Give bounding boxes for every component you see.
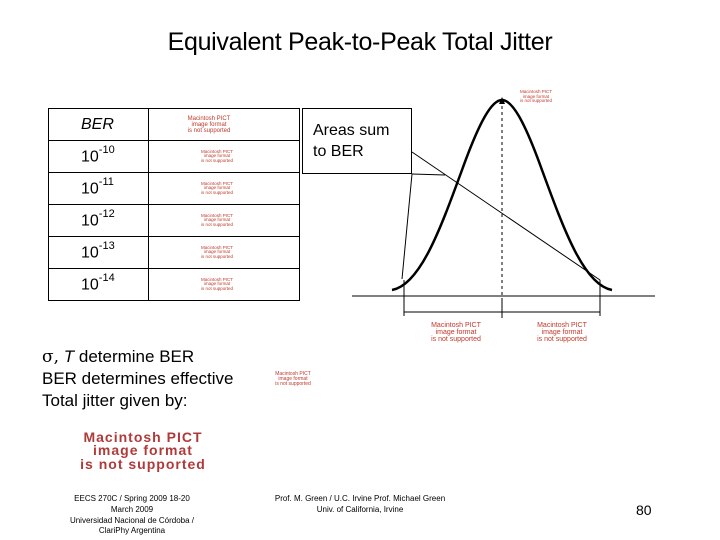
multiplier-cell: Macintosh PICT image format is not support… [148,204,300,237]
footer-line: Universidad Nacional de Córdoba / [69,515,195,525]
footer-line: March 2009 [110,504,154,514]
multiplier-cell: Macintosh PICT image format is not support… [148,172,300,205]
footer-course-info: EECS 270C / Spring 2009 18-20 March 2009… [62,494,202,537]
pict-line: is not supported [200,221,234,227]
pict-line: Macintosh PICT [519,89,552,94]
footer-line: EECS 270C / Spring 2009 18-20 [74,494,190,503]
pict-line: is not supported [200,285,234,291]
pict-line: is not supported [80,455,206,472]
pict-line: Macintosh PICT [200,148,233,154]
sigma-symbol: σ, [42,347,60,367]
pict-line: Macintosh PICT [200,244,233,250]
pict-line: image format [203,185,231,191]
pict-line: Macintosh PICT [275,371,311,377]
table-row: BER Macintosh PICT image format is not s… [48,108,300,141]
ber-header-label: BER [81,115,114,133]
pict-line: Macintosh PICT [200,180,233,186]
ber-base: 10 [81,244,99,262]
ber-exponent: -14 [98,272,115,285]
multiplier-image: Macintosh PICT image format is not support… [177,148,257,164]
total-jitter-formula-image: Macintosh PICT image format is not suppo… [58,429,228,472]
pict-line: Macintosh PICT [200,212,233,218]
text-line-3: Total jitter given by: [42,390,188,410]
callout-pointer-right [411,151,601,281]
ber-value-cell: 10-13 [48,236,149,269]
pict-line: image format [191,121,227,128]
page-number: 80 [636,502,652,518]
table-row: 10-11 Macintosh PICT image format is not s… [48,172,300,205]
footer-author-info: Prof. M. Green / U.C. Irvine Prof. Micha… [270,494,450,516]
bell-curve [391,98,613,292]
pict-line: is not supported [187,127,231,134]
pict-line: image format [541,329,583,336]
ber-value-cell: 10-10 [48,140,149,173]
pict-line: image format [203,153,231,159]
ber-value-cell: 10-11 [48,172,149,205]
pict-line: is not supported [200,157,234,163]
ber-base: 10 [81,148,99,166]
table-row: 10-13 Macintosh PICT image format is not s… [48,236,300,269]
pict-line: is not supported [200,189,234,195]
pict-line: image format [435,329,477,336]
table-row: 10-12 Macintosh PICT image format is not s… [48,204,300,237]
pict-line: is not supported [537,336,587,343]
ber-exponent: -11 [98,176,114,189]
sigma-header-image: Macintosh PICT image format is not suppo… [179,116,239,134]
multiplier-cell: Macintosh PICT image format is not support… [148,236,300,269]
multiplier-image: Macintosh PICT image format is not support… [177,276,257,292]
pict-line: image format [203,281,231,287]
footer-line: ClariPhy Argentina [98,526,166,536]
pict-line: image format [203,217,231,223]
ber-base: 10 [81,212,99,230]
multiplier-cell: Macintosh PICT image format is not support… [148,268,300,301]
pict-line: Macintosh PICT [431,322,481,329]
pict-line: image format [93,442,193,459]
ber-header-cell: BER [48,108,149,141]
pict-line: is not supported [431,336,481,343]
ber-table: BER Macintosh PICT image format is not s… [48,108,300,301]
ber-exponent: -10 [98,144,115,157]
callout-pointer-tail-left [401,173,413,280]
sigma-header-cell: Macintosh PICT image format is not suppo… [148,108,300,141]
multiplier-image: Macintosh PICT image format is not support… [177,244,257,260]
pict-line: image format [278,376,308,382]
multiplier-cell: Macintosh PICT image format is not support… [148,140,300,173]
slide-title: Equivalent Peak-to-Peak Total Jitter [167,28,553,56]
callout-line: to BER [313,142,364,160]
curve-label-image: Macintosh PICT image format is not suppo… [508,89,564,104]
ber-value-cell: 10-12 [48,204,149,237]
ber-value-cell: 10-14 [48,268,149,301]
areas-callout: Areas sum to BER [302,108,412,174]
pict-line: image format [522,93,550,99]
pict-line: Macintosh PICT [537,322,587,329]
pict-line: image format [203,249,231,255]
multiplier-image: Macintosh PICT image format is not support… [177,180,257,196]
text-line-1: σ, T determine BER [42,346,234,368]
pict-line: is not supported [519,98,553,103]
text-line-1-rest: determine BER [78,347,195,366]
table-row: 10-14 Macintosh PICT image format is not s… [48,268,300,301]
text-line-2: BER determines effective [42,369,234,389]
ber-base: 10 [81,180,99,198]
callout-line: Areas sum [313,122,390,139]
footer-line: Univ. of California, Irvine [316,504,404,514]
callout-pointer-left [411,173,446,176]
pict-line: is not supported [200,253,234,259]
pict-line: Macintosh PICT [187,115,231,122]
table-row: 10-10 Macintosh PICT image format is not s… [48,140,300,173]
pict-line: Macintosh PICT [200,276,233,282]
right-limit-image: Macintosh PICT image format is not suppo… [536,322,588,343]
left-limit-image: Macintosh PICT image format is not suppo… [430,322,482,343]
pict-line: Macintosh PICT [83,429,203,445]
ber-exponent: -13 [98,240,115,253]
multiplier-image: Macintosh PICT image format is not support… [177,212,257,228]
inline-formula-image: Macintosh PICT image format is not suppo… [272,372,314,387]
ber-exponent: -12 [98,208,115,221]
explanation-text: σ, T determine BER BER determines effect… [42,346,234,411]
t-symbol: T [63,347,75,366]
pict-line: is not supported [275,381,311,387]
footer-line: Prof. M. Green / U.C. Irvine Prof. Micha… [274,494,446,503]
ber-base: 10 [81,276,99,294]
